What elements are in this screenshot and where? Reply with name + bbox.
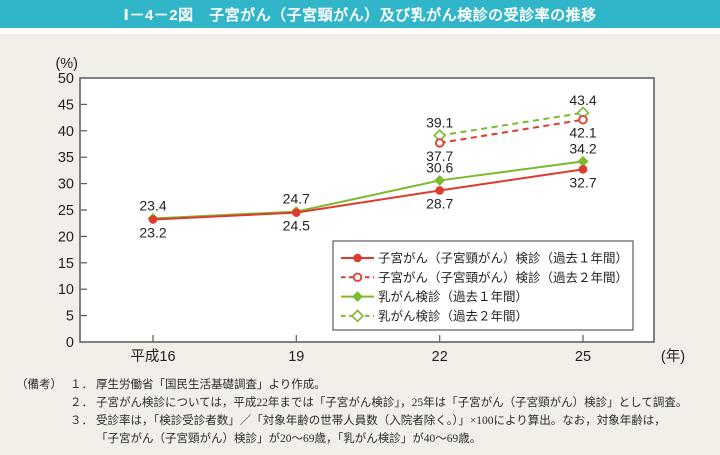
data-point-marker [435,138,445,148]
line-chart: 0 5 10 15 20 25 30 35 40 45 50(%) 平成16 19 22 25 (年) 23.4… [55,56,685,365]
y-tick-label: 20 [58,229,74,245]
x-tick-label: 25 [575,349,591,365]
legend: 子宮がん（子宮頸がん）検診（過去１年間） 子宮がん（子宮頸がん）検診（過去２年間）… [332,240,634,331]
series-1: 37.7 42.1 [426,115,597,164]
legend-label: 子宮がん（子宮頸がん）検診（過去２年間） [378,270,628,285]
series-2: 23.4 24.7 30.6 34.2 [139,140,597,224]
legend-label: 子宮がん（子宮頸がん）検診（過去１年間） [378,251,628,266]
y-axis-unit-label: (%) [55,56,78,72]
note-row: ２． 子宮がん検診については，平成22年までは「子宮がん検診」，25年は「子宮が… [16,394,716,412]
note-number: ２． [70,397,93,409]
note-number [70,430,96,448]
note-number: ３． [70,415,93,427]
data-label: 34.2 [569,140,596,156]
notes-label: （備考） [16,379,62,391]
notes: （備考） １． 厚生労働省「国民生活基礎調査」より作成。 ２． 子宮がん検診につ… [16,376,716,448]
data-point-marker [292,208,301,217]
data-point-marker [578,165,588,174]
data-point-marker [577,156,589,167]
data-label: 30.6 [426,159,453,175]
y-tick-label: 25 [58,203,74,219]
y-axis: 0 5 10 15 20 25 30 35 40 45 50(%) [55,56,87,351]
x-axis: 平成16 19 22 25 (年) [130,335,685,365]
data-point-marker [148,215,158,224]
note-text: 「子宮がん（子宮頸がん）検診」が20～69歳，「乳がん検診」が40～69歳。 [96,433,482,445]
y-tick-label: 35 [58,150,74,166]
y-tick-label: 30 [58,177,74,193]
data-label: 32.7 [569,174,596,190]
data-label: 39.1 [426,115,453,131]
figure-title: Ⅰ－4－2図 子宮がん（子宮頸がん）及び乳がん検診の受診率の推移 [123,6,597,24]
note-text: 厚生労働省「国民生活基礎調査」より作成。 [96,379,326,391]
title-divider [0,28,720,34]
legend-box [332,240,634,331]
data-point-marker [434,175,446,186]
x-tick-label: 22 [432,349,448,365]
series-line [439,111,584,137]
y-tick-label: 45 [58,97,74,113]
series-line [152,168,584,221]
y-tick-label: 0 [66,335,74,351]
legend-label: 乳がん検診（過去１年間） [378,289,528,304]
legend-marker [352,272,363,282]
series-0: 23.2 24.5 28.7 32.7 [139,165,597,241]
x-tick-label: 19 [288,349,304,365]
legend-marker [353,253,362,263]
legend-marker [350,309,365,323]
note-row: 「子宮がん（子宮頸がん）検診」が20～69歳，「乳がん検診」が40～69歳。 [16,430,716,448]
data-label: 28.7 [426,195,453,211]
note-text: 受診率は，「検診受診者数」／「対象年齢の世帯人員数（入院者除く。）」×100によ… [96,415,666,427]
figure-title-bar: Ⅰ－4－2図 子宮がん（子宮頸がん）及び乳がん検診の受診率の推移 [0,0,720,28]
y-tick-label: 40 [58,124,74,140]
legend-marker [352,291,363,302]
y-tick-label: 10 [58,282,74,298]
note-row: （備考） １． 厚生労働省「国民生活基礎調査」より作成。 [16,376,716,394]
data-point-marker [578,115,588,125]
data-label: 24.5 [283,218,310,234]
series-line [152,160,584,220]
series-3: 39.1 43.4 [426,92,597,143]
note-row: ３． 受診率は，「検診受診者数」／「対象年齢の世帯人員数（入院者除く。）」×10… [16,412,716,430]
data-label: 43.4 [569,92,596,108]
data-label: 42.1 [569,125,596,141]
data-label: 23.4 [139,197,166,213]
y-tick-label: 15 [58,256,74,272]
data-point-marker [435,186,445,195]
y-tick-label: 50 [58,71,74,87]
x-tick-label: 平成16 [130,348,175,365]
y-tick-label: 5 [66,309,74,325]
legend-label: 乳がん検診（過去２年間） [378,308,528,323]
note-number: １． [70,379,93,391]
series-line [439,118,584,144]
data-label: 24.7 [283,191,310,207]
data-label: 23.2 [139,225,166,241]
data-label: 37.7 [426,148,453,164]
note-text: 子宮がん検診については，平成22年までは「子宮がん検診」，25年は「子宮がん（子… [96,397,688,409]
x-axis-unit-label: (年) [661,348,685,365]
